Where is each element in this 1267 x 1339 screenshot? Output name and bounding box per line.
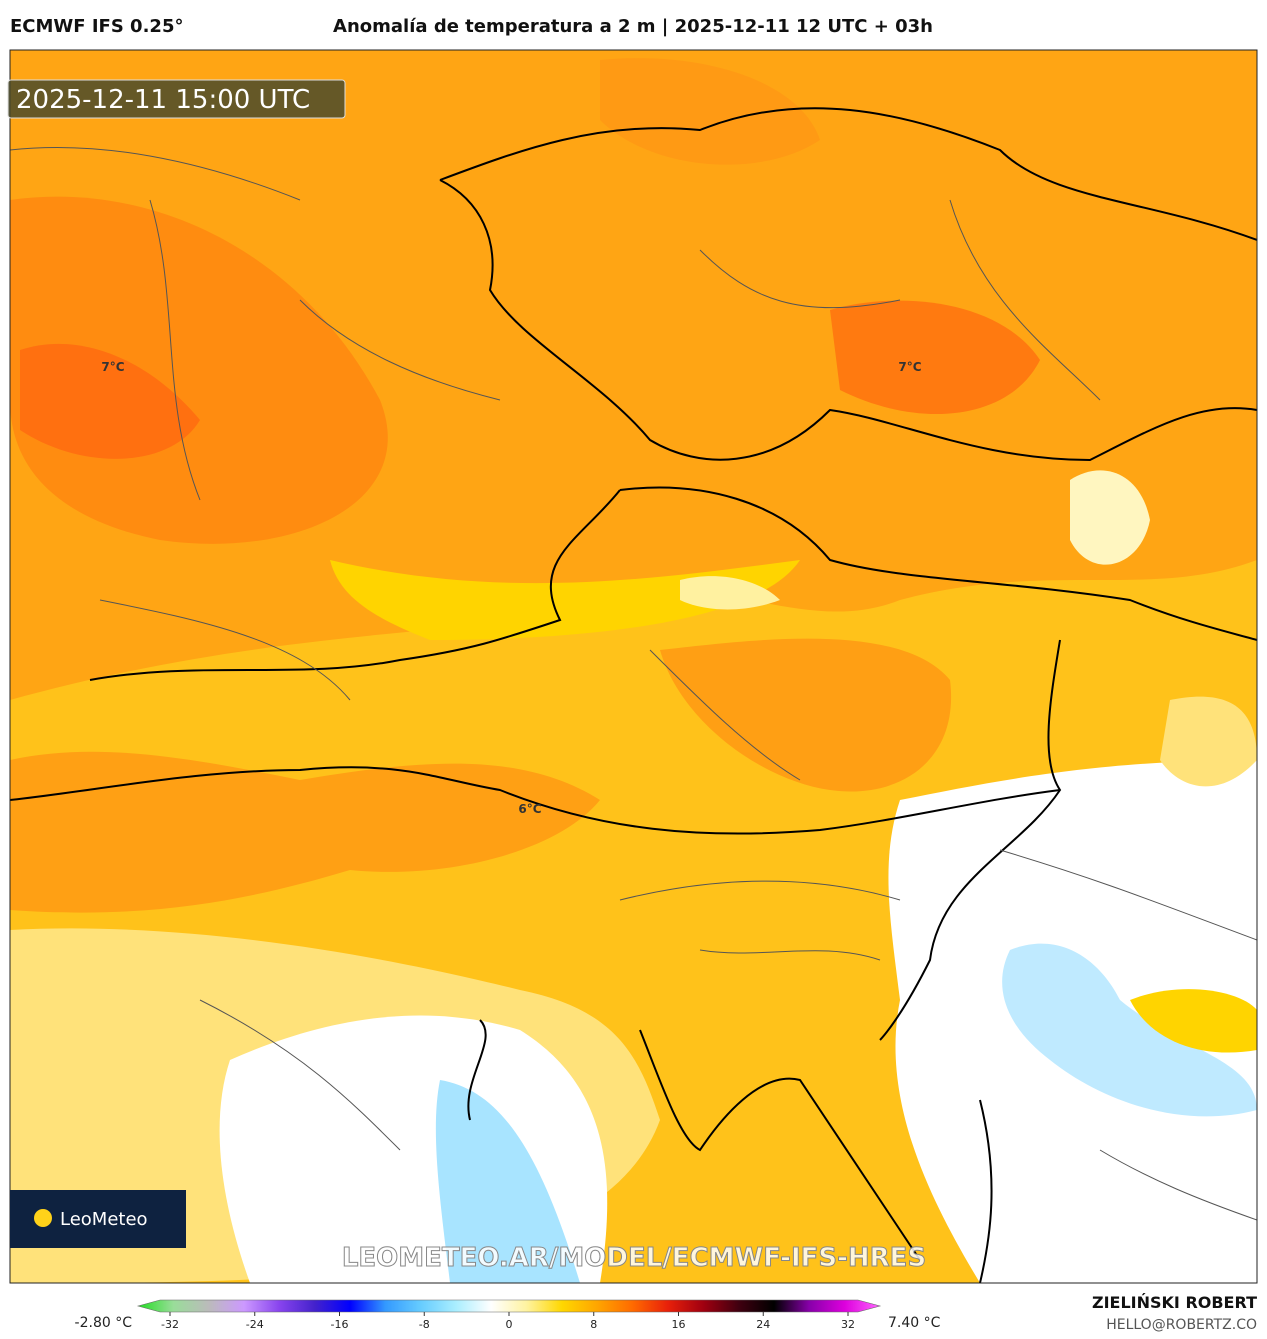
field-cool	[1070, 470, 1150, 565]
colorbar-tick-label: 16	[672, 1318, 686, 1331]
map-frame	[9, 49, 1258, 1284]
time-badge	[7, 79, 346, 119]
colorbar-tick-label: 24	[756, 1318, 770, 1331]
field-cool	[680, 576, 780, 610]
field-warm	[10, 751, 600, 913]
watermark: LEOMETEO.AR/MODEL/ECMWF-IFS-HRES	[342, 1243, 926, 1273]
field-warm	[10, 50, 1257, 700]
colorbar-min: -2.80 °C	[75, 1315, 133, 1331]
colorbar-tick-label: -32	[161, 1318, 179, 1331]
colorbar-tick-label: 8	[590, 1318, 597, 1331]
field-cold	[1002, 943, 1257, 1117]
country-borders	[10, 107, 1257, 1283]
model-name: ECMWF IFS 0.25°	[10, 16, 183, 37]
contour-label: 6°C	[518, 802, 541, 816]
field-warm	[660, 638, 952, 792]
colorbar-tick-label: -24	[246, 1318, 264, 1331]
field-hotter	[20, 343, 200, 459]
contour-label: 7°C	[898, 360, 921, 374]
logo-text: LeoMeteo	[60, 1209, 148, 1230]
region-borders	[10, 146, 1257, 1221]
colorbar-bar	[136, 1299, 882, 1313]
colorbar-tick-label: 32	[841, 1318, 855, 1331]
colorbar-tick-label: -16	[331, 1318, 349, 1331]
colorbar-tick-label: -8	[419, 1318, 430, 1331]
field-warm	[600, 58, 820, 165]
contact: HELLO@ROBERTZ.CO	[1106, 1317, 1257, 1333]
logo-sun	[34, 1209, 52, 1227]
field-mild	[1160, 696, 1257, 787]
author: ZIELIŃSKI ROBERT	[1092, 1293, 1257, 1312]
map-title: Anomalía de temperatura a 2 m | 2025-12-…	[333, 16, 933, 37]
field-hotter	[830, 300, 1040, 414]
colorbar-tick-label: 0	[506, 1318, 513, 1331]
valid-time: 2025-12-11 15:00 UTC	[16, 85, 310, 115]
contour-label: 7°C	[101, 360, 124, 374]
field-cold	[435, 1080, 580, 1283]
field-mild	[1130, 989, 1257, 1053]
map: 7°C 7°C 6°C	[10, 50, 1257, 1283]
colorbar-max: 7.40 °C	[888, 1315, 941, 1331]
